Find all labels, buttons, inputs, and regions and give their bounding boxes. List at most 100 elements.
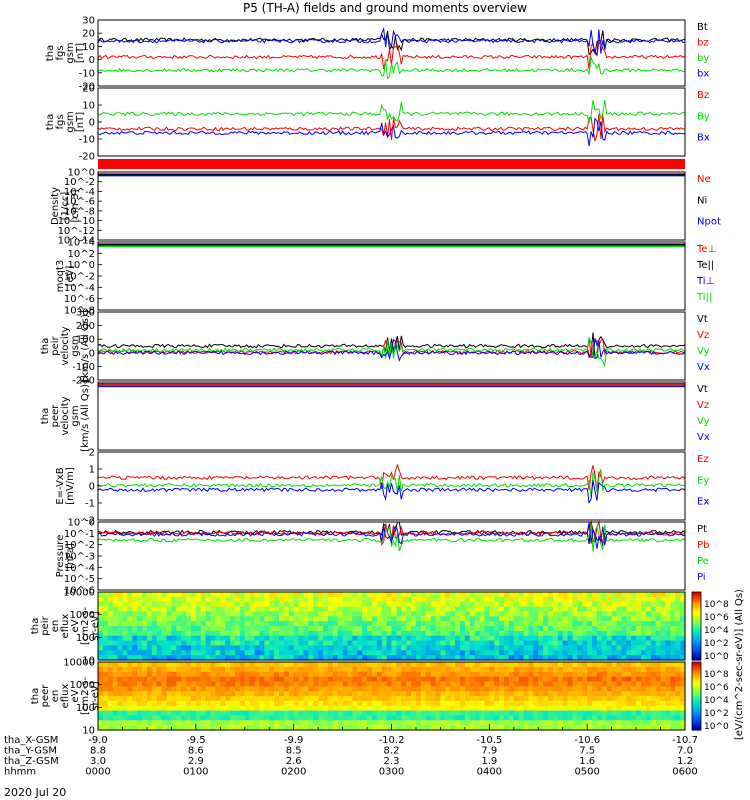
heatmap-cell <box>582 720 588 726</box>
heatmap-cell <box>357 696 363 702</box>
heatmap-cell <box>318 671 324 678</box>
colorbar-swatch <box>692 698 701 702</box>
heatmap-cell <box>406 616 412 622</box>
panel-frame <box>97 171 686 241</box>
heatmap-cell <box>132 606 138 613</box>
heatmap-cell <box>298 650 305 656</box>
heatmap-cell <box>582 601 588 608</box>
heatmap-cell <box>528 671 534 678</box>
heatmap-cell <box>357 635 363 642</box>
x-row-label: tha_Z-GSM <box>4 756 59 767</box>
heatmap-cell <box>640 601 647 608</box>
heatmap-cell <box>582 655 588 661</box>
colorbar-swatch <box>692 689 701 693</box>
heatmap-peer_eflux <box>98 662 686 731</box>
heatmap-cell <box>259 592 265 598</box>
heatmap-cell <box>415 626 422 632</box>
colorbar-swatch <box>692 700 701 704</box>
heatmap-cell <box>552 700 559 707</box>
heatmap-cell <box>523 662 530 668</box>
heatmap-cell <box>616 691 623 697</box>
heatmap-cell <box>543 720 549 726</box>
heatmap-cell <box>611 645 618 651</box>
heatmap-cell <box>127 601 133 608</box>
heatmap-cell <box>117 630 124 637</box>
heatmap-cell <box>665 596 671 603</box>
heatmap-cell <box>420 715 427 721</box>
heatmap-cell <box>381 596 388 603</box>
heatmap-cell <box>362 626 368 632</box>
heatmap-cell <box>117 691 124 697</box>
heatmap-cell <box>494 696 500 702</box>
heatmap-cell <box>234 621 241 627</box>
heatmap-cell <box>455 686 461 692</box>
heatmap-cell <box>655 715 662 721</box>
heatmap-cell <box>548 650 554 656</box>
heatmap-cell <box>264 601 270 608</box>
heatmap-cell <box>455 655 461 661</box>
heatmap-cell <box>572 640 578 647</box>
heatmap-cell <box>415 640 422 647</box>
heatmap-cell <box>548 715 554 721</box>
heatmap-cell <box>562 616 569 622</box>
heatmap-cell <box>249 592 256 598</box>
heatmap-cell <box>440 592 446 598</box>
heatmap-cell <box>455 650 461 656</box>
heatmap-cell <box>308 626 314 632</box>
heatmap-cell <box>518 616 525 622</box>
heatmap-cell <box>342 710 349 717</box>
heatmap-cell <box>264 635 270 642</box>
heatmap-cell <box>582 611 588 617</box>
heatmap-cell <box>430 635 437 642</box>
heatmap-cell <box>391 650 397 656</box>
heatmap-cell <box>102 621 109 627</box>
heatmap-cell <box>543 715 549 721</box>
heatmap-cell <box>518 710 525 717</box>
heatmap-cell <box>298 691 305 697</box>
heatmap-cell <box>582 626 588 632</box>
heatmap-cell <box>420 720 427 726</box>
heatmap-cell <box>592 662 598 668</box>
heatmap-cell <box>518 715 525 721</box>
heatmap-cell <box>670 611 676 617</box>
heatmap-cell <box>142 592 148 598</box>
heatmap-cell <box>645 650 652 656</box>
heatmap-cell <box>215 700 221 707</box>
heatmap-cell <box>655 720 662 726</box>
heatmap-cell <box>538 720 544 726</box>
heatmap-cell <box>117 725 124 731</box>
heatmap-cell <box>572 601 578 608</box>
heatmap-cell <box>318 691 324 697</box>
heatmap-cell <box>645 592 652 598</box>
heatmap-cell <box>396 606 402 613</box>
heatmap-cell <box>435 666 442 673</box>
heatmap-cell <box>445 720 451 726</box>
heatmap-cell <box>494 650 500 656</box>
heatmap-cell <box>621 666 627 673</box>
heatmap-cell <box>577 662 583 668</box>
heatmap-cell <box>523 621 530 627</box>
heatmap-cell <box>298 705 305 712</box>
heatmap-cell <box>499 710 505 717</box>
y-tick-label: 10^4 <box>68 238 95 249</box>
heatmap-cell <box>156 592 163 598</box>
heatmap-cell <box>278 645 285 651</box>
heatmap-cell <box>215 666 221 673</box>
heatmap-cell <box>127 691 133 697</box>
heatmap-cell <box>587 645 593 651</box>
heatmap-cell <box>645 725 652 731</box>
heatmap-cell <box>200 616 207 622</box>
heatmap-cell <box>513 666 520 673</box>
heatmap-cell <box>132 666 138 673</box>
heatmap-cell <box>190 601 197 608</box>
x-row-value: -10.2 <box>379 735 405 746</box>
heatmap-cell <box>675 715 681 721</box>
heatmap-cell <box>655 621 662 627</box>
heatmap-cell <box>288 640 295 647</box>
heatmap-cell <box>137 671 143 678</box>
heatmap-cell <box>215 681 221 687</box>
heatmap-cell <box>484 630 490 637</box>
heatmap-cell <box>484 700 490 707</box>
y-axis-label: eflux <box>60 684 71 709</box>
heatmap-cell <box>450 676 456 683</box>
